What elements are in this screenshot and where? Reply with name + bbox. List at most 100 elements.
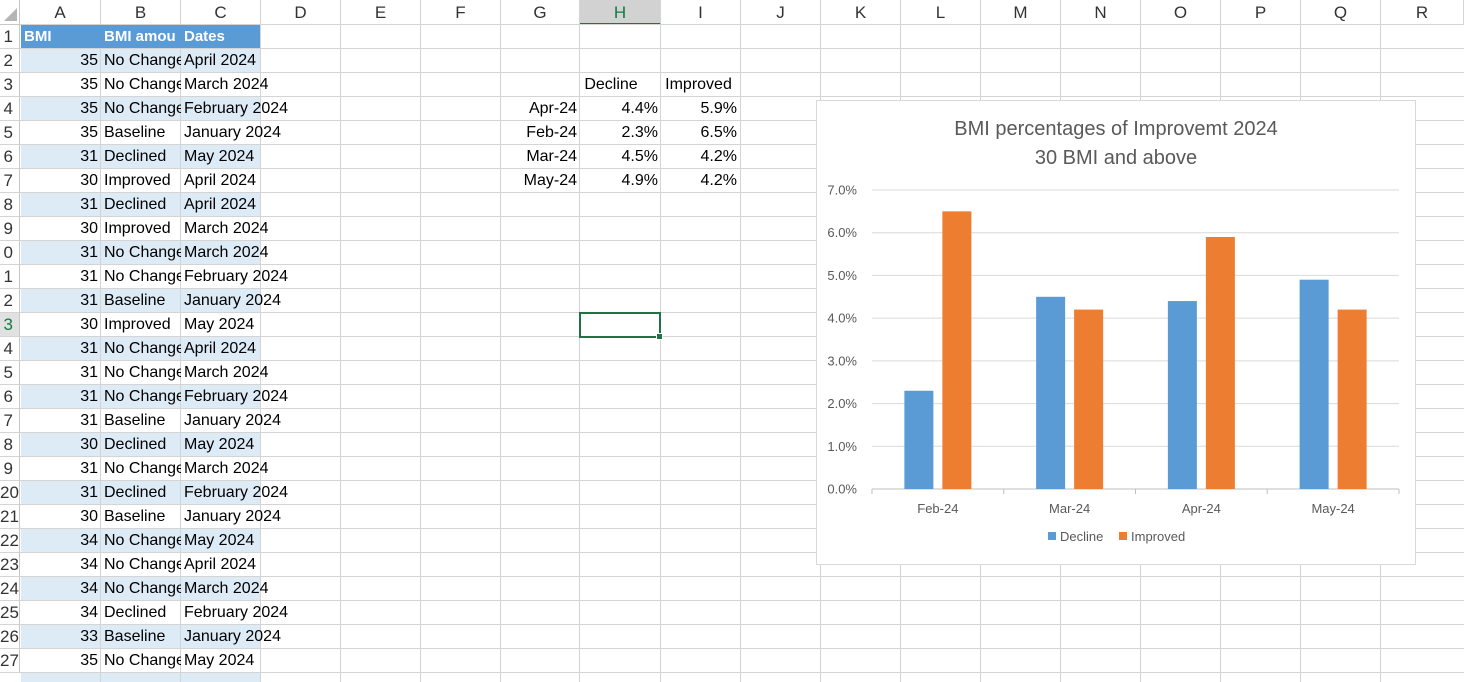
cell-bmi[interactable]: 35	[80, 76, 98, 93]
row-header[interactable]: 20	[0, 481, 20, 505]
row-header[interactable]: 3	[0, 313, 20, 337]
summary-improved[interactable]: 4.2%	[700, 148, 737, 165]
row-header[interactable]: 0	[0, 241, 20, 265]
cell-bmi[interactable]: 34	[80, 604, 98, 621]
cell-bmi-amount[interactable]: Baseline	[104, 508, 166, 525]
bar-improved-may-24[interactable]	[1337, 309, 1367, 489]
cell-date[interactable]: January 2024	[184, 628, 281, 645]
cell-bmi[interactable]: 30	[80, 172, 98, 189]
bar-decline-mar-24[interactable]	[1036, 296, 1066, 489]
cell-bmi-amount[interactable]: No Change	[104, 52, 181, 69]
cell-bmi-amount[interactable]: No Change	[104, 100, 181, 117]
row-header[interactable]: 1	[0, 25, 20, 49]
row-header[interactable]: 6	[0, 385, 20, 409]
summary-improved[interactable]: 4.2%	[700, 172, 737, 189]
cell-bmi[interactable]: 30	[80, 316, 98, 333]
column-header-n[interactable]: N	[1061, 0, 1141, 25]
cell-bmi[interactable]: 31	[80, 244, 98, 261]
cell-date[interactable]: April 2024	[184, 172, 257, 189]
cell-date[interactable]: March 2024	[184, 460, 269, 477]
cell-bmi[interactable]: 31	[80, 340, 98, 357]
cell-bmi[interactable]: 35	[80, 52, 98, 69]
cell-date[interactable]: March 2024	[184, 580, 269, 597]
cell-bmi[interactable]: 35	[80, 100, 98, 117]
header-dates[interactable]: Dates	[181, 25, 260, 48]
header-bmi[interactable]: BMI	[21, 25, 101, 48]
cell-date[interactable]: January 2024	[184, 412, 281, 429]
cell-date[interactable]: April 2024	[184, 340, 257, 357]
cell-date[interactable]: January 2024	[184, 508, 281, 525]
cell-bmi-amount[interactable]: Declined	[104, 436, 167, 453]
row-header[interactable]: 21	[0, 505, 20, 529]
bar-chart[interactable]: BMI percentages of Improvemt 2024 30 BMI…	[816, 100, 1416, 565]
row-header[interactable]: 23	[0, 553, 20, 577]
cell-bmi-amount[interactable]: Baseline	[104, 292, 166, 309]
cell-date[interactable]: February 2024	[184, 484, 289, 501]
row-header[interactable]: 26	[0, 625, 20, 649]
cell-bmi-amount[interactable]: Improved	[104, 316, 171, 333]
summary-decline[interactable]: 4.9%	[621, 172, 658, 189]
column-header-g[interactable]: G	[501, 0, 580, 25]
cell-bmi-amount[interactable]: Declined	[104, 148, 167, 165]
cell-bmi[interactable]: 31	[80, 412, 98, 429]
cell-date[interactable]: January 2024	[184, 124, 281, 141]
legend-label-decline[interactable]: Decline	[1060, 529, 1103, 544]
cell-bmi[interactable]: 31	[80, 196, 98, 213]
cell-date[interactable]: February 2024	[184, 604, 289, 621]
bar-decline-feb-24[interactable]	[904, 390, 934, 489]
cell-bmi[interactable]: 31	[80, 388, 98, 405]
bar-improved-feb-24[interactable]	[942, 211, 972, 489]
column-header-f[interactable]: F	[421, 0, 501, 25]
cell-bmi[interactable]: 31	[80, 292, 98, 309]
cell-bmi-amount[interactable]: No Change	[104, 556, 181, 573]
column-header-a[interactable]: A	[20, 0, 101, 25]
column-header-i[interactable]: I	[661, 0, 741, 25]
cell-bmi[interactable]: 31	[80, 148, 98, 165]
cell-bmi-amount[interactable]: No Change	[104, 244, 181, 261]
cell-bmi-amount[interactable]: Baseline	[104, 124, 166, 141]
column-header-k[interactable]: K	[821, 0, 901, 25]
row-header[interactable]: 6	[0, 145, 20, 169]
row-header[interactable]: 8	[0, 193, 20, 217]
row-header[interactable]: 2	[0, 289, 20, 313]
column-header-m[interactable]: M	[981, 0, 1061, 25]
header-bmi-amount[interactable]: BMI amou	[101, 25, 181, 48]
legend-label-improved[interactable]: Improved	[1131, 529, 1185, 544]
cell-bmi[interactable]: 35	[80, 652, 98, 669]
cell-bmi-amount[interactable]: No Change	[104, 268, 181, 285]
row-header[interactable]: 2	[0, 49, 20, 73]
cell-date[interactable]: May 2024	[184, 532, 255, 549]
cell-bmi[interactable]: 34	[80, 580, 98, 597]
row-header[interactable]: 27	[0, 649, 20, 673]
summary-header-decline[interactable]: Decline	[584, 76, 638, 93]
cell-bmi[interactable]: 31	[80, 268, 98, 285]
cell-bmi-amount[interactable]: Baseline	[104, 412, 166, 429]
cell-date[interactable]: January 2024	[184, 292, 281, 309]
row-header[interactable]: 22	[0, 529, 20, 553]
cell-date[interactable]: May 2024	[184, 436, 255, 453]
column-header-q[interactable]: Q	[1301, 0, 1381, 25]
cell-bmi-amount[interactable]: No Change	[104, 388, 181, 405]
summary-decline[interactable]: 4.5%	[621, 148, 658, 165]
summary-decline[interactable]: 2.3%	[621, 124, 658, 141]
cell-date[interactable]: March 2024	[184, 244, 269, 261]
summary-improved[interactable]: 6.5%	[700, 124, 737, 141]
summary-month[interactable]: Mar-24	[526, 148, 577, 165]
cell-bmi-amount[interactable]: Improved	[104, 220, 171, 237]
row-header[interactable]: 9	[0, 217, 20, 241]
row-header[interactable]: 7	[0, 169, 20, 193]
cell-bmi-amount[interactable]: No Change	[104, 340, 181, 357]
column-header-h[interactable]: H	[580, 0, 661, 25]
summary-improved[interactable]: 5.9%	[700, 100, 737, 117]
cell-bmi-amount[interactable]: No Change	[104, 460, 181, 477]
row-header[interactable]: 4	[0, 337, 20, 361]
cell-bmi[interactable]: 33	[80, 628, 98, 645]
column-header-l[interactable]: L	[901, 0, 981, 25]
bar-decline-apr-24[interactable]	[1167, 301, 1197, 489]
cell-date[interactable]: February 2024	[184, 100, 289, 117]
cell-bmi-amount[interactable]: No Change	[104, 76, 181, 93]
cell-bmi-amount[interactable]: No Change	[104, 364, 181, 381]
cell-date[interactable]: March 2024	[184, 76, 269, 93]
active-cell-h13[interactable]	[579, 312, 663, 340]
